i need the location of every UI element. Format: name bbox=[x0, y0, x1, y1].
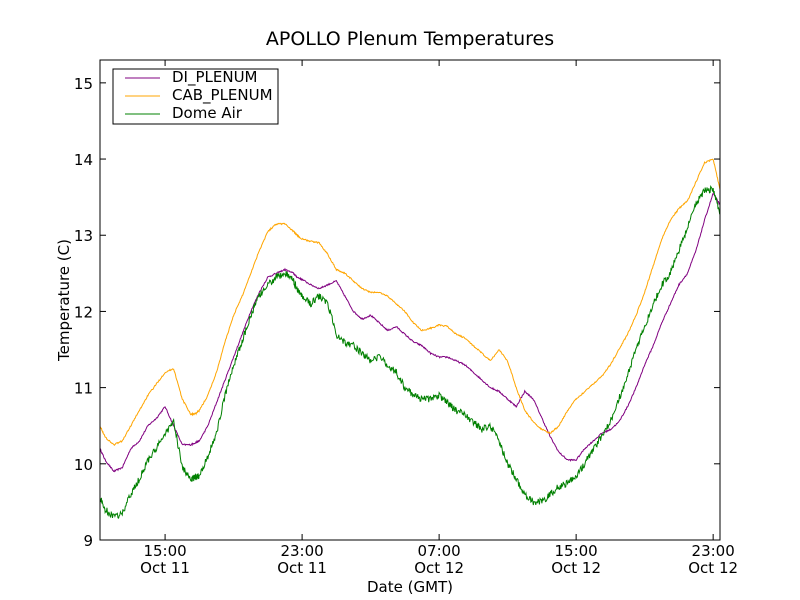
y-tick-label: 14 bbox=[74, 151, 93, 169]
series-line-di-plenum bbox=[99, 192, 721, 473]
legend-label-dome-air: Dome Air bbox=[172, 104, 243, 122]
x-tick-label-date: Oct 12 bbox=[551, 559, 601, 577]
y-tick-label: 10 bbox=[74, 456, 93, 474]
y-tick-label: 12 bbox=[74, 303, 93, 321]
x-axis-label: Date (GMT) bbox=[367, 578, 453, 596]
y-axis-label: Temperature (C) bbox=[55, 239, 73, 362]
series-layer bbox=[99, 158, 721, 519]
series-line-dome-air bbox=[99, 185, 721, 519]
legend: DI_PLENUM CAB_PLENUM Dome Air bbox=[112, 68, 279, 125]
x-tick-label-date: Oct 11 bbox=[140, 559, 190, 577]
x-tick-label-time: 15:00 bbox=[555, 542, 598, 560]
x-tick-label-time: 23:00 bbox=[280, 542, 323, 560]
x-tick-label-date: Oct 11 bbox=[277, 559, 327, 577]
y-tick-label: 11 bbox=[74, 380, 93, 398]
x-tick-label-time: 15:00 bbox=[143, 542, 186, 560]
y-tick-label: 9 bbox=[83, 532, 93, 550]
x-tick-label-date: Oct 12 bbox=[688, 559, 738, 577]
x-tick-label-time: 23:00 bbox=[692, 542, 735, 560]
x-tick-label-date: Oct 12 bbox=[414, 559, 464, 577]
legend-label-di-plenum: DI_PLENUM bbox=[172, 68, 258, 87]
legend-label-cab-plenum: CAB_PLENUM bbox=[172, 86, 273, 105]
plot-frame bbox=[99, 59, 721, 541]
y-tick-label: 13 bbox=[74, 227, 93, 245]
y-tick-label: 15 bbox=[74, 75, 93, 93]
x-tick-label-time: 07:00 bbox=[417, 542, 460, 560]
series-line-cab-plenum bbox=[99, 158, 721, 446]
chart-title: APOLLO Plenum Temperatures bbox=[266, 28, 554, 50]
